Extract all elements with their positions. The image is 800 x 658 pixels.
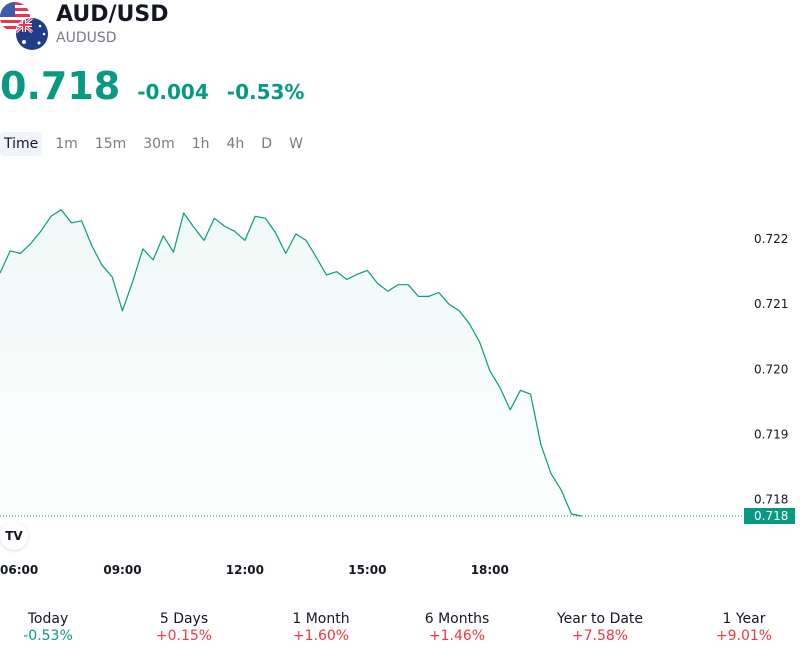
price-chart[interactable]: 0.722 0.721 0.720 0.719 0.718 0.718 06:00 09:00… bbox=[0, 170, 800, 590]
perf-today[interactable]: Today -0.53% bbox=[23, 611, 73, 644]
perf-5-days[interactable]: 5 Days +0.15% bbox=[156, 611, 212, 644]
perf-value: -0.53% bbox=[23, 628, 73, 644]
header: AUD/USD AUDUSD bbox=[0, 0, 800, 60]
price-change: -0.004 bbox=[137, 80, 209, 104]
x-tick-label: 18:00 bbox=[471, 563, 509, 577]
interval-tab-1m[interactable]: 1m bbox=[55, 136, 78, 152]
perf-1-month[interactable]: 1 Month +1.60% bbox=[292, 611, 349, 644]
perf-value: +9.01% bbox=[715, 628, 773, 644]
perf-label: 5 Days bbox=[159, 611, 209, 627]
interval-tab-1h[interactable]: 1h bbox=[191, 136, 210, 152]
last-price: 0.718 bbox=[0, 64, 121, 108]
perf-label: Year to Date bbox=[556, 611, 644, 627]
interval-tab-d[interactable]: D bbox=[261, 136, 273, 152]
x-tick-label: 12:00 bbox=[226, 563, 264, 577]
perf-value: +1.60% bbox=[292, 628, 350, 644]
y-tick-label: 0.719 bbox=[754, 428, 788, 442]
interval-tab-w[interactable]: W bbox=[289, 136, 303, 152]
perf-label: 1 Year bbox=[722, 611, 766, 627]
perf-label: 6 Months bbox=[424, 611, 490, 627]
interval-tab-30m[interactable]: 30m bbox=[143, 136, 175, 152]
price-series-line bbox=[0, 209, 582, 517]
interval-tab-15m[interactable]: 15m bbox=[94, 136, 127, 152]
interval-tabs: Time 1m 15m 30m 1h 4h D W bbox=[0, 132, 316, 156]
x-tick-label: 06:00 bbox=[0, 563, 38, 577]
perf-6-months[interactable]: 6 Months +1.46% bbox=[425, 611, 490, 644]
x-tick-label: 09:00 bbox=[103, 563, 141, 577]
interval-tab-4h[interactable]: 4h bbox=[226, 136, 245, 152]
interval-tab-time[interactable]: Time bbox=[0, 132, 43, 156]
perf-label: Today bbox=[27, 611, 69, 627]
performance-bar: Today -0.53% 5 Days +0.15% 1 Month +1.60… bbox=[0, 611, 800, 651]
y-tick-label: 0.722 bbox=[754, 232, 788, 246]
currency-pair-flags bbox=[0, 2, 50, 51]
price-chart-svg: 0.722 0.721 0.720 0.719 0.718 0.718 06:00 09:00… bbox=[0, 209, 795, 577]
last-price-badge-label: 0.718 bbox=[754, 509, 788, 523]
perf-year-to-date[interactable]: Year to Date +7.58% bbox=[557, 611, 643, 644]
tradingview-logo[interactable]: TV bbox=[0, 522, 28, 550]
perf-label: 1 Month bbox=[292, 611, 350, 627]
perf-1-year[interactable]: 1 Year +9.01% bbox=[716, 611, 772, 644]
perf-value: +7.58% bbox=[571, 628, 629, 644]
y-tick-label: 0.721 bbox=[754, 297, 788, 311]
ticker-code: AUDUSD bbox=[56, 30, 117, 46]
symbol-title: AUD/USD bbox=[56, 2, 169, 27]
y-tick-label: 0.718 bbox=[754, 493, 788, 507]
perf-value: +0.15% bbox=[155, 628, 213, 644]
x-tick-label: 15:00 bbox=[348, 563, 386, 577]
y-tick-label: 0.720 bbox=[754, 362, 788, 376]
perf-value: +1.46% bbox=[428, 628, 486, 644]
au-flag-icon bbox=[16, 18, 48, 50]
last-price-badge bbox=[744, 508, 795, 524]
price-change-percent: -0.53% bbox=[226, 80, 305, 104]
price-area-fill bbox=[0, 209, 582, 517]
quote-row: 0.718 -0.004 -0.53% bbox=[0, 64, 304, 110]
